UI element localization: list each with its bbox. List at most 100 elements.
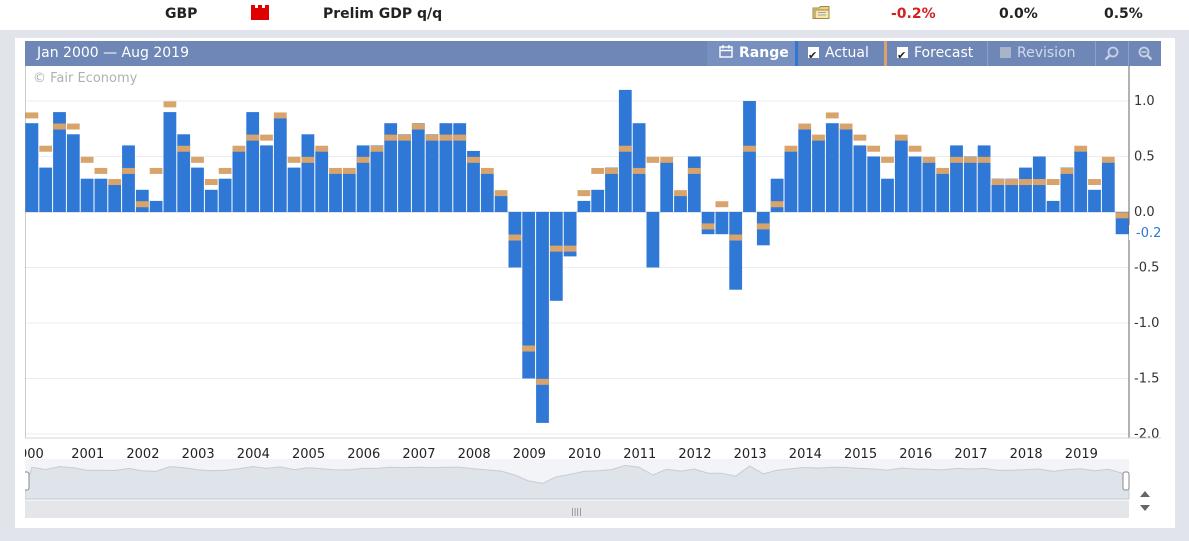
forecast-mark — [149, 167, 163, 174]
forecast-mark — [1074, 145, 1088, 152]
actual-bar — [246, 112, 260, 212]
actual-color-swatch — [795, 41, 798, 66]
actual-toggle-label: Actual — [825, 45, 869, 61]
chart-bars — [25, 89, 1129, 423]
forecast-mark — [1005, 179, 1019, 186]
navigator-sparkline — [25, 464, 1130, 500]
actual-bar — [149, 200, 163, 212]
forecast-mark — [536, 378, 549, 385]
actual-bar — [798, 128, 812, 212]
currency-label: GBP — [165, 6, 198, 22]
actual-bar — [108, 184, 122, 212]
actual-bar — [632, 123, 646, 212]
scroll-arrows-icon[interactable] — [1140, 491, 1150, 511]
navigator-left-handle[interactable] — [25, 471, 30, 491]
forecast-mark — [577, 190, 591, 197]
y-tick-label: -1.5 — [1134, 372, 1159, 387]
actual-bar — [701, 212, 715, 235]
zoom-in-button[interactable] — [1095, 41, 1128, 66]
x-tick-label: 2015 — [844, 447, 877, 462]
event-row[interactable]: GBP Prelim GDP q/q -0.2% 0.0% 0.5% — [0, 0, 1189, 30]
actual-bar — [563, 212, 577, 257]
forecast-mark — [439, 134, 453, 141]
calendar-icon — [719, 45, 733, 58]
actual-bar — [25, 123, 39, 212]
navigator[interactable]: |||| — [25, 459, 1150, 518]
revision-toggle[interactable]: Revision — [988, 41, 1095, 66]
actual-bar — [287, 167, 301, 212]
actual-bar — [191, 167, 204, 212]
x-axis-labels: 000 2001 2002 2003 2004 2005 2006 2007 2008 2009 2… — [25, 447, 1098, 462]
actual-bar — [342, 173, 356, 212]
actual-value: -0.2% — [891, 6, 936, 22]
forecast-mark — [1032, 179, 1046, 186]
actual-bar — [1060, 167, 1074, 212]
forecast-mark — [701, 223, 715, 230]
forecast-mark — [522, 345, 536, 352]
event-name[interactable]: Prelim GDP q/q — [323, 6, 443, 22]
x-tick-label: 2010 — [568, 447, 601, 462]
forecast-mark — [798, 123, 812, 130]
navigator-right-handle[interactable] — [1122, 471, 1130, 491]
actual-bar — [894, 139, 908, 212]
folder-icon[interactable] — [812, 5, 831, 20]
forecast-mark — [356, 156, 370, 163]
actual-bar — [177, 134, 191, 212]
actual-bar — [687, 156, 701, 212]
forecast-mark — [977, 156, 991, 163]
forecast-mark — [467, 156, 480, 163]
actual-bar — [94, 178, 108, 212]
forecast-mark — [398, 134, 411, 141]
actual-bar — [204, 189, 218, 212]
forecast-mark — [246, 134, 260, 141]
forecast-mark — [25, 112, 39, 119]
forecast-mark — [39, 145, 53, 152]
date-range-text: Jan 2000 — Aug 2019 — [37, 45, 189, 61]
actual-bar — [660, 162, 674, 212]
actual-checkbox[interactable] — [808, 43, 819, 68]
range-button[interactable]: Range — [707, 41, 795, 66]
forecast-toggle[interactable]: Forecast — [887, 41, 987, 68]
forecast-mark — [66, 123, 80, 130]
revision-checkbox[interactable] — [1000, 47, 1011, 58]
actual-bar — [80, 178, 94, 212]
actual-bar — [411, 123, 425, 212]
forecast-mark — [108, 179, 122, 186]
forecast-mark — [80, 156, 94, 163]
forecast-mark — [853, 134, 867, 141]
forecast-mark — [494, 190, 508, 197]
actual-bar — [260, 145, 273, 212]
forecast-mark — [411, 123, 425, 130]
forecast-mark — [94, 167, 108, 174]
zoom-out-icon — [1138, 46, 1153, 61]
x-tick-label: 2005 — [292, 447, 325, 462]
actual-bar — [1019, 167, 1032, 212]
forecast-mark — [191, 156, 204, 163]
forecast-mark — [425, 134, 439, 141]
forecast-mark — [743, 145, 756, 152]
actual-bar — [867, 156, 881, 212]
scrollbar-grip-icon[interactable]: |||| — [571, 507, 582, 516]
forecast-mark — [370, 145, 384, 152]
forecast-mark — [53, 123, 66, 130]
actual-bar — [356, 145, 370, 212]
actual-toggle[interactable]: Actual — [798, 41, 885, 68]
y-tick-label: -2.0 — [1134, 427, 1159, 442]
actual-bar — [494, 195, 508, 212]
forecast-mark — [1101, 156, 1115, 163]
zoom-out-button[interactable] — [1128, 41, 1161, 66]
chart-header: Jan 2000 — Aug 2019 Range Actual Forecas… — [25, 41, 1161, 68]
header-divider — [987, 41, 988, 66]
forecast-marks — [25, 101, 1129, 385]
forecast-mark — [812, 134, 825, 141]
forecast-mark — [922, 156, 936, 163]
x-tick-label: 2008 — [458, 447, 491, 462]
forecast-checkbox[interactable] — [897, 43, 908, 68]
forecast-mark — [908, 145, 922, 152]
forecast-mark — [950, 156, 963, 163]
navigator-scrollbar[interactable] — [25, 501, 1129, 518]
forecast-mark — [729, 234, 743, 241]
uk-flag-icon — [251, 5, 269, 20]
actual-bar — [963, 156, 977, 212]
zoom-in-icon — [1104, 46, 1119, 61]
